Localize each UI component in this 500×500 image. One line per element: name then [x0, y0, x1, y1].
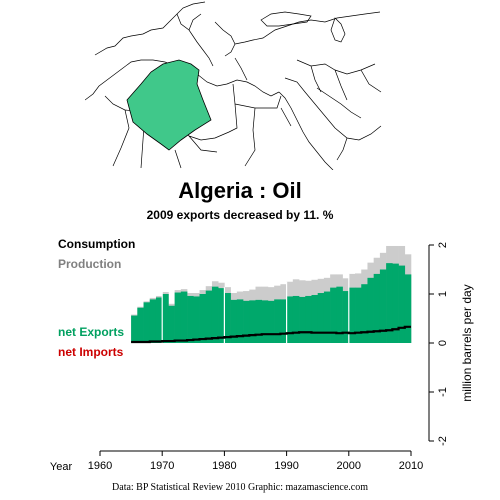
net-exports-bar — [398, 265, 406, 343]
net-exports-bar — [355, 287, 362, 343]
region-map — [85, 1, 382, 170]
coastline-europe — [94, 1, 381, 67]
net-exports-bar — [149, 299, 157, 343]
net-exports-bar — [299, 296, 306, 343]
net-exports-bar — [348, 287, 356, 343]
net-exports-bar — [274, 299, 281, 343]
x-tick-label: 1960 — [88, 460, 112, 472]
coastline-arabia — [284, 77, 382, 161]
net-exports-bar — [261, 300, 269, 343]
y-axis-label: million barrels per day — [460, 284, 474, 401]
x-tick-label: 1990 — [274, 460, 298, 472]
x-axis-label: Year — [50, 461, 73, 473]
net-exports-bar — [323, 291, 331, 343]
legend-consumption: Consumption — [58, 237, 136, 251]
net-exports-bar — [187, 295, 194, 343]
net-exports-bar — [292, 295, 300, 343]
x-tick-label: 2000 — [337, 460, 361, 472]
net-exports-bar — [317, 293, 325, 343]
legend-net-imports: net Imports — [58, 345, 124, 359]
legend-production: Production — [58, 257, 122, 271]
y-tick-label: -1 — [437, 387, 449, 397]
consumption-line — [131, 325, 411, 344]
net-exports-bar — [392, 263, 399, 343]
net-exports-bar — [379, 269, 387, 343]
net-exports-bar — [330, 287, 337, 343]
chart-subtitle: 2009 exports decreased by 11. % — [146, 208, 334, 222]
net-exports-bar — [224, 293, 231, 343]
net-exports-bar — [180, 291, 188, 343]
algeria-shape — [126, 59, 212, 151]
net-exports-bar — [361, 284, 368, 343]
net-exports-bar — [211, 286, 219, 343]
net-exports-bar — [174, 292, 182, 343]
caspian-sea — [330, 17, 346, 43]
chart-title: Algeria : Oil — [178, 178, 302, 203]
net-exports-bar — [255, 299, 263, 343]
net-exports-bar — [249, 300, 256, 343]
net-exports-bar — [386, 263, 393, 343]
net-exports-bar — [286, 296, 294, 343]
net-exports-bar — [243, 300, 250, 343]
net-exports-bar — [131, 315, 138, 343]
x-tick-label: 2010 — [399, 460, 423, 472]
x-tick-label: 1980 — [212, 460, 236, 472]
net-exports-bar — [404, 274, 412, 343]
net-exports-bar — [342, 291, 350, 343]
x-tick-label: 1970 — [150, 460, 174, 472]
net-exports-bar — [137, 307, 144, 343]
net-exports-bar — [305, 295, 312, 343]
persian-gulf — [316, 87, 362, 119]
net-exports-bar — [155, 297, 163, 343]
net-exports-bar — [267, 300, 275, 343]
net-exports-bar — [230, 299, 238, 343]
net-exports-bar — [336, 286, 343, 343]
black-sea — [260, 11, 312, 27]
net-exports-bar — [199, 294, 207, 343]
net-exports-bar — [162, 294, 169, 343]
net-exports-bar — [168, 305, 175, 343]
net-exports-bar — [143, 302, 151, 343]
y-tick-label: 1 — [437, 291, 449, 297]
net-exports-bar — [193, 296, 200, 343]
legend-net-exports: net Exports — [58, 325, 125, 339]
y-tick-label: 0 — [437, 340, 449, 346]
y-tick-label: 2 — [437, 242, 449, 248]
net-exports-bar — [367, 277, 374, 343]
net-exports-bar — [205, 290, 213, 343]
net-exports-bar — [373, 273, 381, 343]
net-exports-bar — [218, 288, 225, 343]
y-tick-label: -2 — [437, 436, 449, 446]
data-credit: Data: BP Statistical Review 2010 Graphic… — [112, 482, 368, 493]
net-exports-bar — [236, 299, 244, 343]
net-exports-bar — [280, 299, 287, 343]
net-exports-bar — [311, 294, 318, 343]
